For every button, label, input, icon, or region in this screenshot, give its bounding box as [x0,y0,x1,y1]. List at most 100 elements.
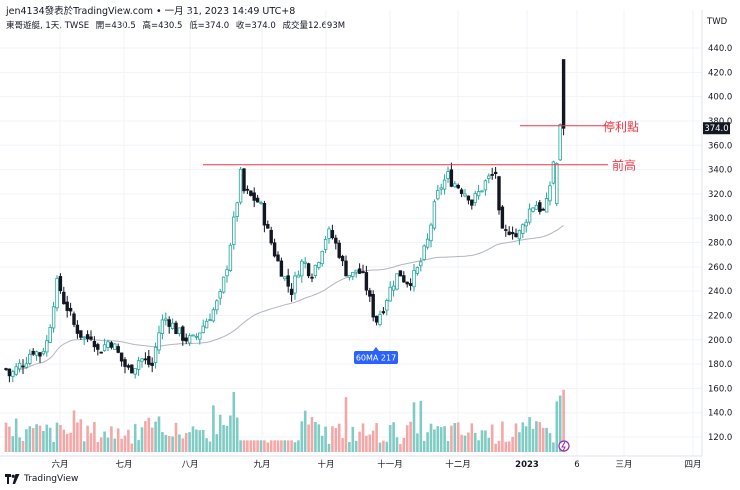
volume-bar [416,433,419,452]
x-tick-label: 十一月 [377,459,403,470]
volume-bar [535,421,538,452]
candle-body [344,260,348,277]
volume-bar [144,421,147,452]
volume-bar [137,440,140,452]
volume-bar [460,434,463,452]
candles [4,59,566,383]
volume-bar [154,421,157,452]
candle-body [133,368,137,375]
volume-bar [348,442,351,452]
volume-bar [524,426,528,452]
low-value: 低=374.0 [189,21,230,31]
volume-bar [181,438,185,452]
volume-bar [562,389,565,452]
candle-body [514,233,518,238]
volume-bar [110,426,113,452]
candle-body [65,301,69,311]
volume-bar [490,424,494,452]
previous-high-label: 前高 [612,158,636,173]
candle-body [473,193,477,203]
volume-bars [4,389,565,452]
volume-bar [191,426,195,452]
candle-body [463,193,467,197]
candle-body [303,261,307,264]
candle-body [347,275,352,278]
volume-bar [239,440,242,452]
volume-bar [317,424,321,452]
volume-bar [205,438,208,452]
candle-body [259,202,263,204]
publisher-line: jen4134發表於TradingView.com • 一月 31, 2023 … [6,6,296,17]
lightning-icon [561,441,566,452]
candle-body [412,270,416,288]
volume-bar [283,440,287,452]
volume-bar [8,426,11,452]
volume-bar [28,426,32,452]
candle-body [62,291,66,305]
candle-body [123,359,127,367]
volume-bar [21,440,25,452]
volume-bar [470,423,474,452]
volume-bar [419,400,423,452]
ma-tag-label: 60MA 217 [356,354,396,363]
volume-bar [443,426,446,452]
time-axis[interactable]: 六月 七月 八月 九月 十月 十一月 十二月 2023 6 三月 四月 [0,455,702,470]
volume-value: 成交量12.693M [282,21,346,31]
candle-body [150,362,154,366]
volume-bar [76,422,79,452]
price-axis[interactable]: TWD 120.0 140.0 160.0 180.0 200.0 220.0 240.0 2… [701,10,732,456]
candle-body [272,242,277,257]
volume-bar [518,432,521,452]
ma-60-line [5,225,564,373]
volume-bar [280,440,283,452]
candle-body [245,188,250,191]
axis-tags: 374.0 60MA 217 [354,122,730,452]
x-tick-label: 八月 [181,460,198,470]
candle-body [337,242,341,258]
volume-bar [426,432,429,452]
candle-body [92,340,97,348]
ma-tag-pointer [373,347,379,351]
volume-bar [25,429,28,452]
volume-bar [232,392,236,452]
volume-bar [463,435,467,452]
candle-body [255,197,260,203]
candle-body [374,315,379,323]
candle-body [561,59,566,129]
brand-name: TradingView [24,474,79,484]
candle-body [82,336,86,339]
candle-body [11,371,15,377]
candle-body [41,350,46,355]
candle-body [300,260,304,277]
candle-body [425,238,430,248]
candle-body [215,300,219,311]
volume-bar [252,440,256,452]
candle-body [102,344,107,352]
volume-bar [198,430,202,452]
candle-body [340,255,345,262]
volume-bar [327,443,331,452]
volume-bar [521,422,525,452]
candle-body [323,239,328,250]
x-tick-label: 2023 [515,460,539,470]
volume-bar [341,438,344,452]
candle-body [140,358,144,362]
volume-bar [412,402,416,452]
volume-bar [399,444,402,452]
volume-bar [484,430,487,452]
ma-tag [354,351,398,364]
high-value: 高=430.5 [142,21,183,31]
volume-bar [422,440,426,452]
volume-bar [161,432,164,452]
volume-bar [59,424,62,452]
candle-body [99,351,103,354]
volume-bar [368,434,372,452]
tradingview-logo-icon [5,474,20,484]
candle-body [269,229,273,244]
volume-bar [140,427,144,452]
volume-bar [212,405,215,452]
x-tick-label: 6 [574,460,579,470]
symbol-title[interactable]: 東哥遊艇, 1天, TWSE [6,21,90,31]
candle-body [524,221,528,227]
